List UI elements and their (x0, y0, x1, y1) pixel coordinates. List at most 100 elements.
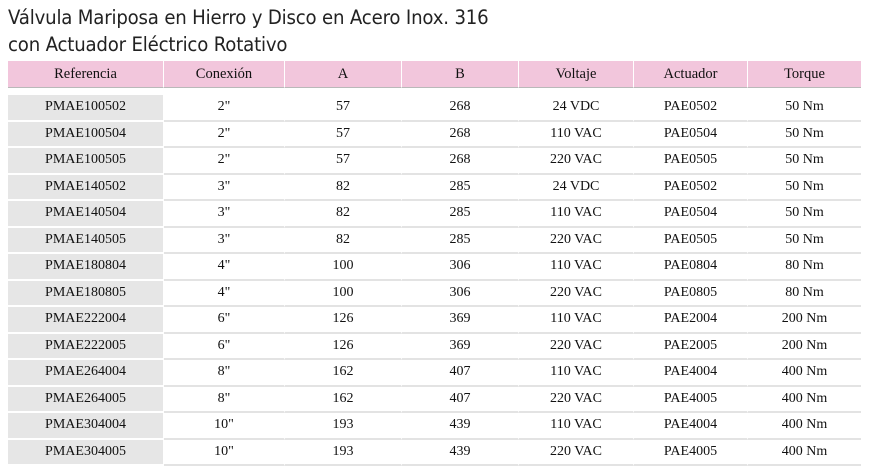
cell-torque: 80 Nm (748, 281, 861, 308)
cell-a: 193 (285, 413, 402, 440)
cell-a: 126 (285, 334, 402, 361)
cell-torque: 200 Nm (748, 307, 861, 334)
header-spacer (8, 88, 861, 95)
header-a: A (285, 61, 402, 88)
title-line-2: con Actuador Eléctrico Rotativo (8, 31, 803, 58)
cell-conexion: 10" (164, 440, 285, 466)
header-voltaje: Voltaje (519, 61, 634, 88)
cell-b: 369 (402, 334, 519, 361)
cell-b: 268 (402, 148, 519, 175)
cell-conexion: 4" (164, 281, 285, 308)
cell-torque: 50 Nm (748, 201, 861, 228)
cell-referencia: PMAE140504 (8, 201, 164, 228)
cell-torque: 50 Nm (748, 175, 861, 202)
cell-voltaje: 110 VAC (519, 307, 634, 334)
cell-torque: 50 Nm (748, 228, 861, 255)
header-conexion: Conexión (164, 61, 285, 88)
cell-actuador: PAE4004 (634, 360, 748, 387)
cell-torque: 400 Nm (748, 387, 861, 414)
cell-a: 57 (285, 148, 402, 175)
cell-voltaje: 220 VAC (519, 334, 634, 361)
cell-referencia: PMAE222005 (8, 334, 164, 361)
cell-torque: 50 Nm (748, 95, 861, 122)
cell-torque: 200 Nm (748, 334, 861, 361)
cell-voltaje: 110 VAC (519, 122, 634, 149)
cell-b: 439 (402, 440, 519, 466)
cell-actuador: PAE0502 (634, 175, 748, 202)
cell-voltaje: 110 VAC (519, 254, 634, 281)
cell-conexion: 2" (164, 122, 285, 149)
cell-referencia: PMAE304005 (8, 440, 164, 466)
cell-actuador: PAE4005 (634, 440, 748, 466)
cell-b: 268 (402, 95, 519, 122)
cell-referencia: PMAE100502 (8, 95, 164, 122)
cell-referencia: PMAE264004 (8, 360, 164, 387)
cell-actuador: PAE0504 (634, 201, 748, 228)
cell-conexion: 3" (164, 175, 285, 202)
cell-conexion: 3" (164, 228, 285, 255)
cell-torque: 400 Nm (748, 413, 861, 440)
cell-torque: 80 Nm (748, 254, 861, 281)
cell-a: 126 (285, 307, 402, 334)
cell-a: 100 (285, 281, 402, 308)
cell-b: 285 (402, 201, 519, 228)
cell-conexion: 2" (164, 95, 285, 122)
cell-voltaje: 220 VAC (519, 387, 634, 414)
cell-b: 268 (402, 122, 519, 149)
cell-voltaje: 110 VAC (519, 201, 634, 228)
cell-voltaje: 24 VDC (519, 175, 634, 202)
cell-a: 82 (285, 228, 402, 255)
cell-conexion: 4" (164, 254, 285, 281)
cell-conexion: 10" (164, 413, 285, 440)
cell-actuador: PAE0505 (634, 148, 748, 175)
cell-referencia: PMAE140502 (8, 175, 164, 202)
cell-b: 306 (402, 281, 519, 308)
cell-b: 306 (402, 254, 519, 281)
header-torque: Torque (748, 61, 861, 88)
cell-voltaje: 220 VAC (519, 281, 634, 308)
cell-referencia: PMAE222004 (8, 307, 164, 334)
cell-a: 82 (285, 175, 402, 202)
cell-referencia: PMAE100505 (8, 148, 164, 175)
cell-actuador: PAE0805 (634, 281, 748, 308)
cell-actuador: PAE0804 (634, 254, 748, 281)
cell-b: 439 (402, 413, 519, 440)
cell-conexion: 2" (164, 148, 285, 175)
cell-b: 407 (402, 387, 519, 414)
cell-referencia: PMAE140505 (8, 228, 164, 255)
cell-torque: 400 Nm (748, 440, 861, 466)
header-b: B (402, 61, 519, 88)
cell-torque: 50 Nm (748, 122, 861, 149)
cell-a: 57 (285, 95, 402, 122)
cell-referencia: PMAE100504 (8, 122, 164, 149)
cell-voltaje: 220 VAC (519, 440, 634, 466)
cell-b: 407 (402, 360, 519, 387)
cell-b: 285 (402, 228, 519, 255)
cell-torque: 400 Nm (748, 360, 861, 387)
cell-b: 369 (402, 307, 519, 334)
header-actuador: Actuador (634, 61, 748, 88)
cell-actuador: PAE2005 (634, 334, 748, 361)
cell-a: 193 (285, 440, 402, 466)
cell-voltaje: 220 VAC (519, 148, 634, 175)
cell-conexion: 8" (164, 387, 285, 414)
cell-actuador: PAE0502 (634, 95, 748, 122)
cell-actuador: PAE0505 (634, 228, 748, 255)
cell-referencia: PMAE180805 (8, 281, 164, 308)
